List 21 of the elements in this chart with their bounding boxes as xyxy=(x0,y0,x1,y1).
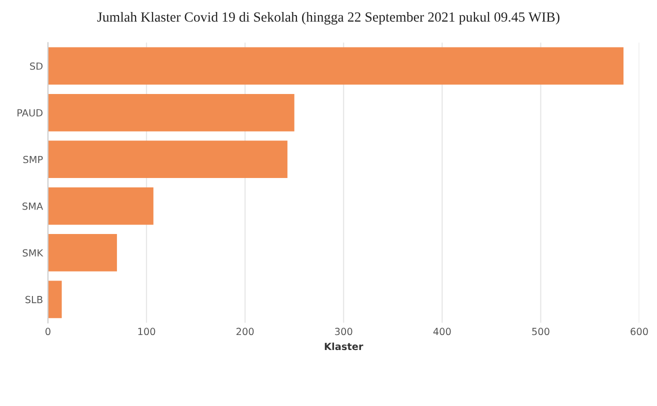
x-tick-label: 500 xyxy=(532,328,550,336)
x-tick-label: 300 xyxy=(335,328,352,336)
bar xyxy=(48,187,154,225)
y-tick-label: SD xyxy=(30,62,43,70)
chart-title: Jumlah Klaster Covid 19 di Sekolah (hingga 22 September 2021 pukul 09.45 WIB) xyxy=(97,12,560,25)
bar xyxy=(48,140,288,178)
x-axis-title: Klaster xyxy=(324,342,364,350)
bar xyxy=(48,94,294,132)
bar xyxy=(48,280,62,318)
y-tick-label: SMK xyxy=(22,249,44,257)
y-tick-label: SMP xyxy=(23,156,43,164)
x-tick-label: 100 xyxy=(138,328,156,336)
x-tick-label: 200 xyxy=(236,328,254,336)
y-tick-label: SMA xyxy=(22,202,44,210)
bar xyxy=(48,47,624,85)
x-tick-label: 400 xyxy=(433,328,451,336)
x-tick-label: 600 xyxy=(630,328,648,336)
y-tick-label: PAUD xyxy=(18,109,43,116)
x-tick-label: 0 xyxy=(46,328,50,336)
bar xyxy=(48,234,117,272)
y-tick-label: SLB xyxy=(25,296,42,304)
